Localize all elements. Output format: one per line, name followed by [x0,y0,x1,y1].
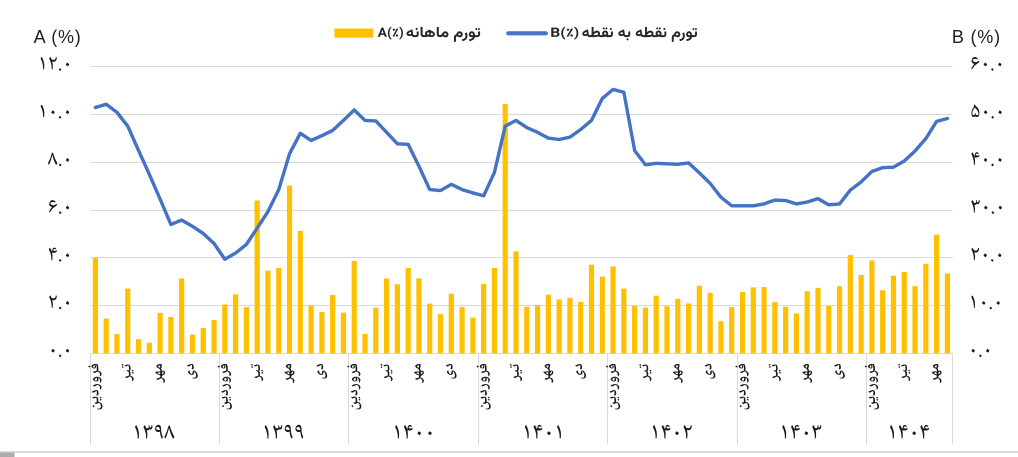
svg-text:B (%): B (%) [952,27,1001,47]
svg-text:A (%): A (%) [34,27,82,47]
